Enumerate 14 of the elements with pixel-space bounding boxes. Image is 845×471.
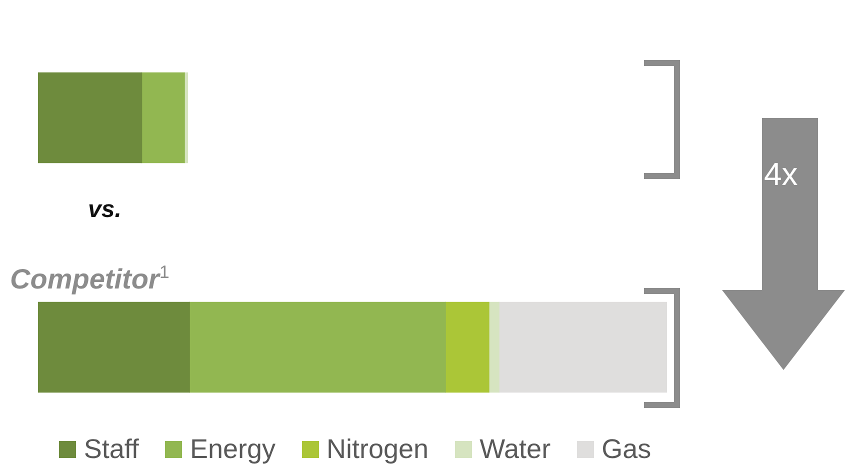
bar (38, 72, 142, 164)
annotation: vs. (88, 196, 122, 224)
bar (38, 302, 190, 393)
bar (189, 302, 446, 393)
legend-label: Nitrogen (326, 434, 429, 465)
legend-label: Water (480, 434, 551, 465)
legend-label: Energy (190, 434, 276, 465)
legend-label: Gas (602, 434, 652, 465)
bar (445, 302, 490, 393)
text: 4x (764, 156, 798, 193)
y-tick-label: Competitor$^{1}$ (10, 262, 170, 296)
bar (141, 72, 185, 164)
bar (488, 302, 500, 393)
legend-label: Staff (84, 434, 139, 465)
